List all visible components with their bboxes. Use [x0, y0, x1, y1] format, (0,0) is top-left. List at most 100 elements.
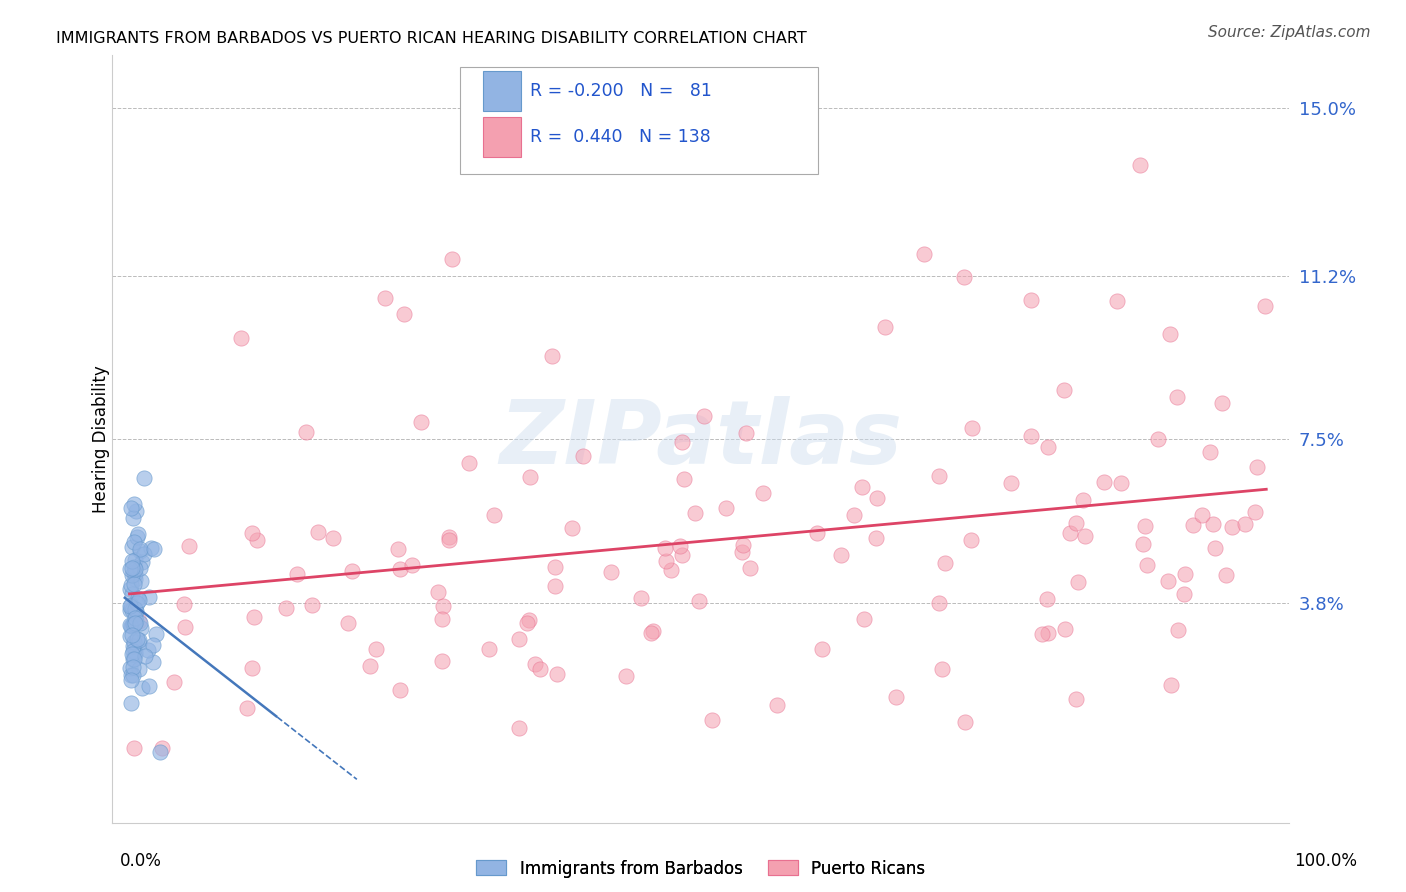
Point: [122, 652, 145, 666]
Point: [122, 577, 145, 591]
Point: [811, 642, 834, 657]
Point: [128, 592, 150, 607]
Point: [853, 612, 876, 626]
Point: [806, 525, 828, 540]
Point: [120, 500, 142, 515]
Point: [1201, 516, 1223, 531]
Point: [121, 648, 143, 662]
Text: R =  0.440   N = 138: R = 0.440 N = 138: [530, 128, 711, 146]
Point: [851, 480, 873, 494]
Point: [740, 561, 762, 575]
Point: [766, 698, 789, 713]
Point: [430, 612, 453, 626]
Point: [118, 628, 141, 642]
Point: [387, 541, 409, 556]
Point: [173, 598, 195, 612]
Point: [1054, 622, 1077, 636]
Point: [1066, 516, 1088, 530]
Point: [124, 652, 146, 666]
Point: [122, 560, 145, 574]
Point: [124, 566, 146, 580]
Point: [702, 713, 724, 727]
Point: [640, 625, 662, 640]
Point: [128, 633, 150, 648]
Point: [672, 472, 695, 486]
Point: [122, 567, 145, 582]
Point: [541, 349, 564, 363]
Point: [1073, 529, 1095, 543]
Point: [124, 647, 146, 661]
Point: [1000, 476, 1022, 491]
FancyBboxPatch shape: [460, 67, 818, 174]
Point: [124, 645, 146, 659]
Point: [131, 681, 153, 695]
Point: [177, 539, 200, 553]
Point: [129, 542, 152, 557]
Point: [120, 667, 142, 681]
Point: [120, 619, 142, 633]
Point: [122, 510, 145, 524]
Point: [873, 320, 896, 334]
Point: [866, 491, 889, 505]
Point: [1019, 293, 1042, 308]
Point: [121, 668, 143, 682]
Point: [669, 539, 692, 553]
Point: [142, 638, 165, 652]
Point: [124, 504, 146, 518]
Point: [121, 603, 143, 617]
Point: [544, 579, 567, 593]
Point: [1147, 433, 1170, 447]
Point: [409, 416, 432, 430]
Point: [132, 547, 155, 561]
Point: [1233, 516, 1256, 531]
Point: [120, 696, 142, 710]
Point: [1211, 396, 1233, 410]
Point: [1136, 558, 1159, 572]
Point: [561, 521, 583, 535]
Point: [124, 553, 146, 567]
Point: [659, 563, 682, 577]
Point: [138, 643, 160, 657]
Point: [523, 657, 546, 671]
Text: 100.0%: 100.0%: [1294, 852, 1357, 870]
Point: [692, 409, 714, 423]
Point: [508, 632, 530, 647]
Point: [124, 635, 146, 649]
Point: [134, 649, 156, 664]
Point: [127, 591, 149, 606]
Point: [440, 252, 463, 266]
Point: [1053, 384, 1076, 398]
Point: [430, 654, 453, 668]
Point: [121, 660, 143, 674]
FancyBboxPatch shape: [484, 71, 520, 111]
Point: [295, 425, 318, 439]
Point: [1107, 293, 1129, 308]
Point: [128, 561, 150, 575]
Point: [121, 587, 143, 601]
Point: [121, 554, 143, 568]
Point: [519, 469, 541, 483]
Text: ZIPatlas: ZIPatlas: [499, 396, 903, 483]
Point: [138, 679, 160, 693]
Point: [616, 668, 638, 682]
Point: [229, 331, 252, 345]
Point: [359, 658, 381, 673]
Point: [128, 544, 150, 558]
Point: [128, 662, 150, 676]
Point: [544, 560, 567, 574]
Point: [844, 508, 866, 522]
Text: Source: ZipAtlas.com: Source: ZipAtlas.com: [1208, 25, 1371, 40]
Point: [830, 548, 852, 562]
Text: IMMIGRANTS FROM BARBADOS VS PUERTO RICAN HEARING DISABILITY CORRELATION CHART: IMMIGRANTS FROM BARBADOS VS PUERTO RICAN…: [56, 31, 807, 46]
Point: [240, 526, 263, 541]
Point: [1254, 300, 1277, 314]
Point: [953, 270, 976, 285]
Point: [122, 497, 145, 511]
Point: [388, 562, 411, 576]
Point: [120, 618, 142, 632]
Point: [122, 617, 145, 632]
Point: [1220, 520, 1243, 534]
Point: [1173, 587, 1195, 601]
Point: [865, 532, 887, 546]
Point: [928, 468, 950, 483]
